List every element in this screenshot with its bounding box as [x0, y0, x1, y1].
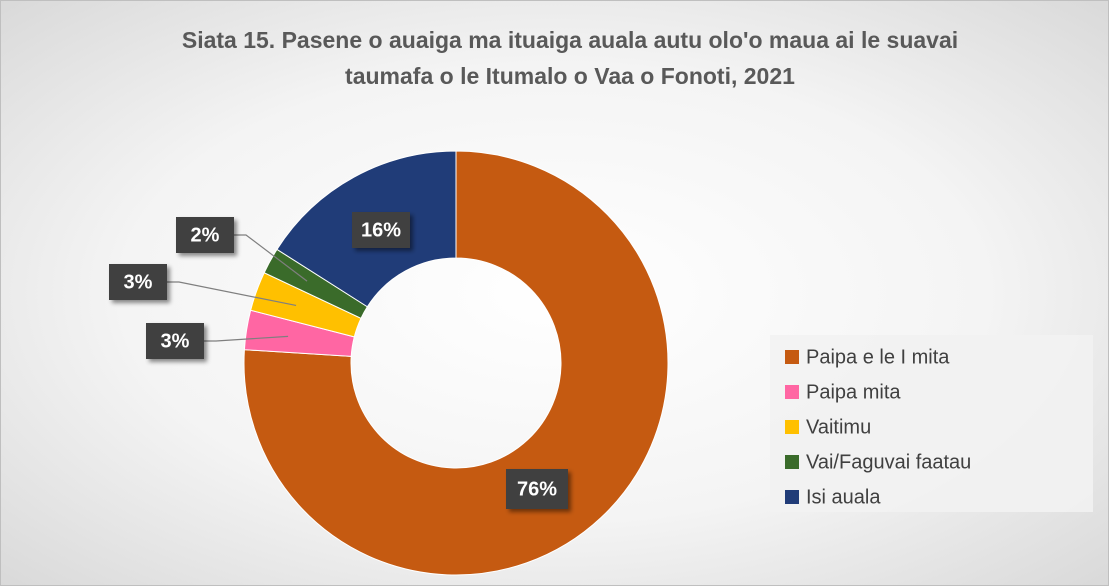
- data-label: 2%: [191, 224, 220, 246]
- legend: Paipa e le I mita Paipa mita Vaitimu Vai/Fa…: [770, 335, 1093, 512]
- data-label: 3%: [124, 271, 153, 293]
- legend-swatch: [785, 350, 799, 364]
- data-label-box: [109, 264, 167, 300]
- leader-line: [234, 234, 308, 282]
- data-label: 3%: [161, 330, 190, 352]
- data-label: 76%: [517, 478, 557, 500]
- data-label-box: [146, 323, 204, 359]
- legend-label: Paipa mita: [806, 381, 901, 403]
- legend-label: Vai/Faguvai faatau: [806, 451, 971, 473]
- donut-slice: [243, 150, 669, 576]
- legend-label: Isi auala: [806, 486, 881, 508]
- legend-swatch: [785, 420, 799, 434]
- data-label-box: [176, 217, 234, 253]
- leader-line: [167, 281, 297, 307]
- leader-line: [204, 335, 289, 342]
- data-label-box: [352, 212, 410, 248]
- legend-label: Vaitimu: [806, 416, 871, 438]
- legend-swatch: [785, 385, 799, 399]
- legend-swatch: [785, 490, 799, 504]
- legend-swatch: [785, 455, 799, 469]
- legend-label: Paipa e le I mita: [806, 346, 950, 368]
- data-label-box: [506, 469, 568, 509]
- chart-title: Siata 15. Pasene o auaiga ma ituaiga aua…: [181, 27, 959, 89]
- legend-box: [770, 335, 1093, 512]
- data-label: 16%: [361, 219, 401, 241]
